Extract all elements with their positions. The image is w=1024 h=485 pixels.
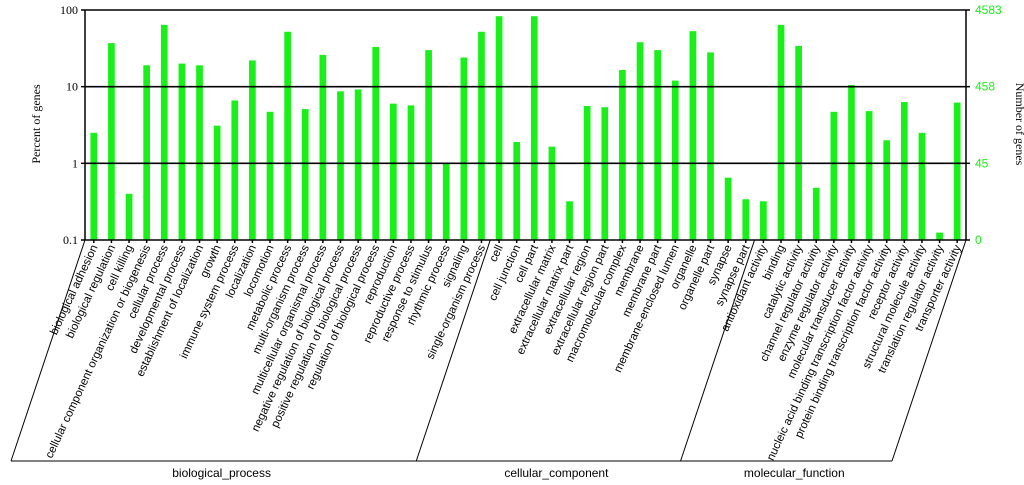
bar-49 [953, 102, 961, 240]
axes: 100 4583 10 458 1 45 0.1 0 [60, 3, 1002, 247]
gridlines [85, 85, 966, 165]
bar-11 [284, 31, 291, 241]
bar-4 [160, 24, 168, 241]
bar-13 [319, 54, 327, 240]
bar-45 [883, 140, 891, 240]
bar-17 [390, 103, 397, 240]
y-tick-label-left: 10 [66, 80, 78, 94]
bar-26 [548, 146, 556, 240]
group-separator [891, 239, 967, 462]
bar-41 [812, 187, 820, 240]
bar-28 [583, 105, 591, 240]
bar-32 [654, 50, 661, 240]
y-tick-label-left: 100 [60, 3, 78, 17]
y-tick-label-right: 458 [975, 80, 995, 94]
bar-18 [407, 105, 415, 240]
bar-46 [900, 102, 908, 240]
bar-27 [566, 201, 573, 240]
bar-16 [372, 46, 380, 240]
bar-31 [636, 42, 644, 241]
bar-40 [795, 45, 802, 240]
bar-44 [865, 111, 873, 241]
bar-37 [742, 199, 750, 240]
bar-30 [619, 69, 626, 241]
y-tick-label-left: 0.1 [63, 233, 78, 247]
bar-38 [760, 201, 767, 240]
bar-24 [513, 141, 521, 240]
group-labels: biological_process cellular_component mole… [10, 239, 967, 480]
bar-23 [495, 16, 503, 241]
bar-22 [478, 31, 485, 241]
bar-9 [249, 60, 256, 240]
bar-35 [707, 52, 714, 240]
bar-12 [301, 109, 309, 240]
group-label-biological_process: biological_process [172, 466, 271, 480]
y-tick-label-right: 4583 [975, 3, 1002, 17]
bar-43 [848, 85, 855, 241]
bar-20 [442, 163, 450, 240]
bar-3 [143, 65, 151, 240]
y-tick-label-right: 45 [975, 156, 989, 170]
y-tick-label-left: 1 [72, 156, 78, 170]
y-tick-label-right: 0 [975, 233, 982, 247]
bar-15 [354, 89, 362, 240]
group-label-molecular_function: molecular_function [744, 466, 845, 480]
bar-1 [108, 43, 115, 240]
bar-33 [671, 80, 679, 241]
bar-5 [178, 63, 186, 240]
group-label-cellular_component: cellular_component [504, 466, 609, 480]
bar-39 [777, 24, 785, 241]
bar-42 [830, 111, 838, 240]
group-separator [10, 239, 86, 462]
bar-34 [689, 31, 697, 240]
y-axis-title-right: Number of genes [1013, 83, 1024, 166]
bar-19 [425, 50, 432, 240]
bar-36 [724, 177, 732, 240]
bar-47 [918, 132, 926, 240]
bar-29 [601, 107, 609, 241]
bar-8 [231, 100, 239, 240]
group-separator [680, 239, 756, 462]
bar-2 [125, 193, 133, 240]
bar-10 [266, 111, 274, 240]
group-separator [415, 239, 491, 462]
y-axis-title-left: Percent of genes [29, 84, 43, 164]
bar-6 [196, 65, 203, 240]
bar-0 [90, 132, 98, 240]
bar-7 [213, 125, 221, 240]
bar-21 [460, 57, 468, 241]
bar-25 [530, 16, 538, 241]
bars-layer [90, 16, 961, 241]
category-label: cell [488, 243, 506, 264]
bar-14 [337, 91, 344, 240]
bar-48 [936, 232, 943, 240]
